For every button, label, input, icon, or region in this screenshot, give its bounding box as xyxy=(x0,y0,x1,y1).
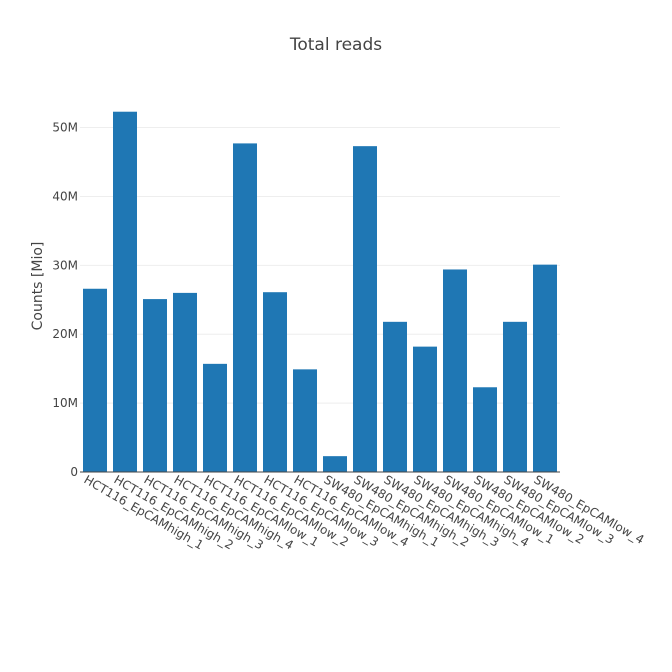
bar[interactable] xyxy=(83,288,107,472)
bar[interactable] xyxy=(383,321,407,472)
bar[interactable] xyxy=(413,346,437,472)
bar[interactable] xyxy=(233,143,257,472)
bar[interactable] xyxy=(263,292,287,472)
bar[interactable] xyxy=(293,369,317,472)
y-tick-label: 30M xyxy=(52,258,78,272)
chart-title: Total reads xyxy=(289,35,382,55)
bar[interactable] xyxy=(473,387,497,472)
bar[interactable] xyxy=(203,363,227,472)
y-tick-label: 0 xyxy=(70,465,78,479)
x-tick-labels: HCT116_EpCAMhigh_1HCT116_EpCAMhigh_2HCT1… xyxy=(82,472,647,552)
bar[interactable] xyxy=(353,146,377,472)
bar[interactable] xyxy=(113,111,137,472)
bar[interactable] xyxy=(503,321,527,472)
bar[interactable] xyxy=(143,299,167,472)
bar[interactable] xyxy=(323,456,347,472)
y-tick-label: 10M xyxy=(52,396,78,410)
bars-layer xyxy=(83,111,557,472)
y-tick-label: 20M xyxy=(52,327,78,341)
bar[interactable] xyxy=(173,292,197,472)
y-tick-label: 40M xyxy=(52,189,78,203)
y-tick-labels: 0 10M 20M 30M 40M 50M xyxy=(52,121,78,479)
y-tick-label: 50M xyxy=(52,121,78,135)
y-axis-title: Counts [Mio] xyxy=(30,242,46,331)
bar[interactable] xyxy=(443,269,467,472)
bar[interactable] xyxy=(533,264,557,472)
